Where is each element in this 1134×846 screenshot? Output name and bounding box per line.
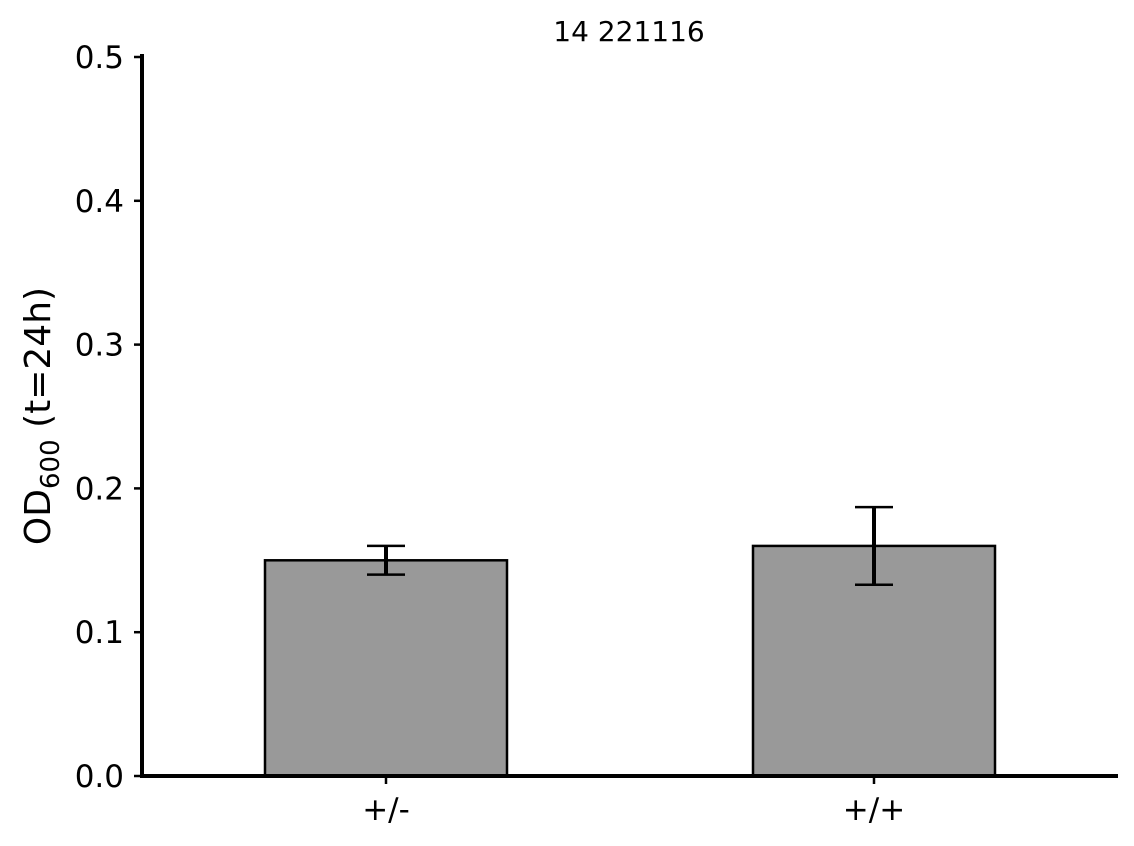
chart-title: 14 221116	[553, 15, 704, 48]
y-axis-label: OD600 (t=24h)	[18, 287, 66, 545]
y-axis-label-main: OD	[18, 489, 59, 545]
x-tick-label: +/+	[843, 792, 905, 828]
y-ticks-layer: 0.0 0.1 0.2 0.3 0.4 0.5	[75, 40, 142, 795]
y-tick-label: 0.4	[75, 184, 124, 220]
y-tick-label: 0.5	[75, 40, 124, 76]
error-bar-1	[367, 544, 405, 576]
y-axis-label-suffix: (t=24h)	[18, 287, 59, 439]
error-bars-layer	[367, 505, 893, 586]
bar-1	[263, 559, 509, 778]
y-tick-label: 0.3	[75, 328, 124, 364]
x-tick-label: +/-	[362, 792, 410, 828]
bars-layer	[263, 544, 997, 778]
y-tick-label: 0.1	[75, 615, 124, 651]
y-tick-label: 0.2	[75, 471, 124, 507]
y-tick-label: 0.0	[75, 759, 124, 795]
y-axis-label-subscript: 600	[36, 439, 66, 489]
x-ticks-layer: +/- +/+	[362, 776, 905, 828]
error-bar-2	[855, 505, 893, 586]
